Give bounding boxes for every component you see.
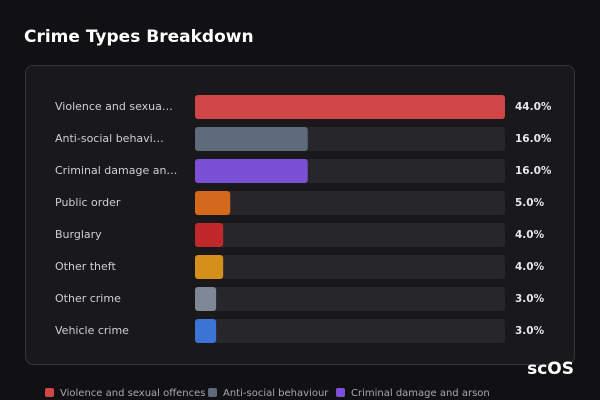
legend-swatch xyxy=(208,388,217,397)
value-label: 16.0% xyxy=(515,133,552,145)
category-label: Other crime xyxy=(55,292,121,305)
legend-label: Criminal damage and arson xyxy=(351,388,490,399)
bar-track xyxy=(195,223,505,247)
watermark: scOS xyxy=(527,359,574,379)
bar xyxy=(195,287,217,311)
legend-swatch xyxy=(336,388,345,397)
value-label: 3.0% xyxy=(515,325,545,337)
category-label: Criminal damage an… xyxy=(55,164,177,177)
bar xyxy=(195,191,231,215)
bar-track xyxy=(195,319,505,343)
bar xyxy=(195,159,308,183)
value-label: 3.0% xyxy=(515,293,545,305)
category-label: Vehicle crime xyxy=(55,324,129,337)
bar xyxy=(195,319,217,343)
value-label: 16.0% xyxy=(515,165,552,177)
legend-label: Anti-social behaviour xyxy=(223,388,329,399)
category-label: Other theft xyxy=(55,260,116,273)
category-label: Burglary xyxy=(55,228,102,241)
value-label: 4.0% xyxy=(515,261,545,273)
chart-title: Crime Types Breakdown xyxy=(24,27,254,47)
category-label: Public order xyxy=(55,196,121,209)
bar-track xyxy=(195,255,505,279)
category-label: Anti-social behavi… xyxy=(55,132,164,145)
value-label: 4.0% xyxy=(515,229,545,241)
bar-track xyxy=(195,191,505,215)
value-label: 44.0% xyxy=(515,101,552,113)
legend-swatch xyxy=(45,388,54,397)
value-label: 5.0% xyxy=(515,197,545,209)
bar xyxy=(195,127,308,151)
legend-label: Violence and sexual offences xyxy=(60,388,206,399)
bar xyxy=(195,255,224,279)
bar xyxy=(195,95,505,119)
bar-track xyxy=(195,287,505,311)
category-label: Violence and sexua… xyxy=(55,100,173,113)
bar xyxy=(195,223,224,247)
